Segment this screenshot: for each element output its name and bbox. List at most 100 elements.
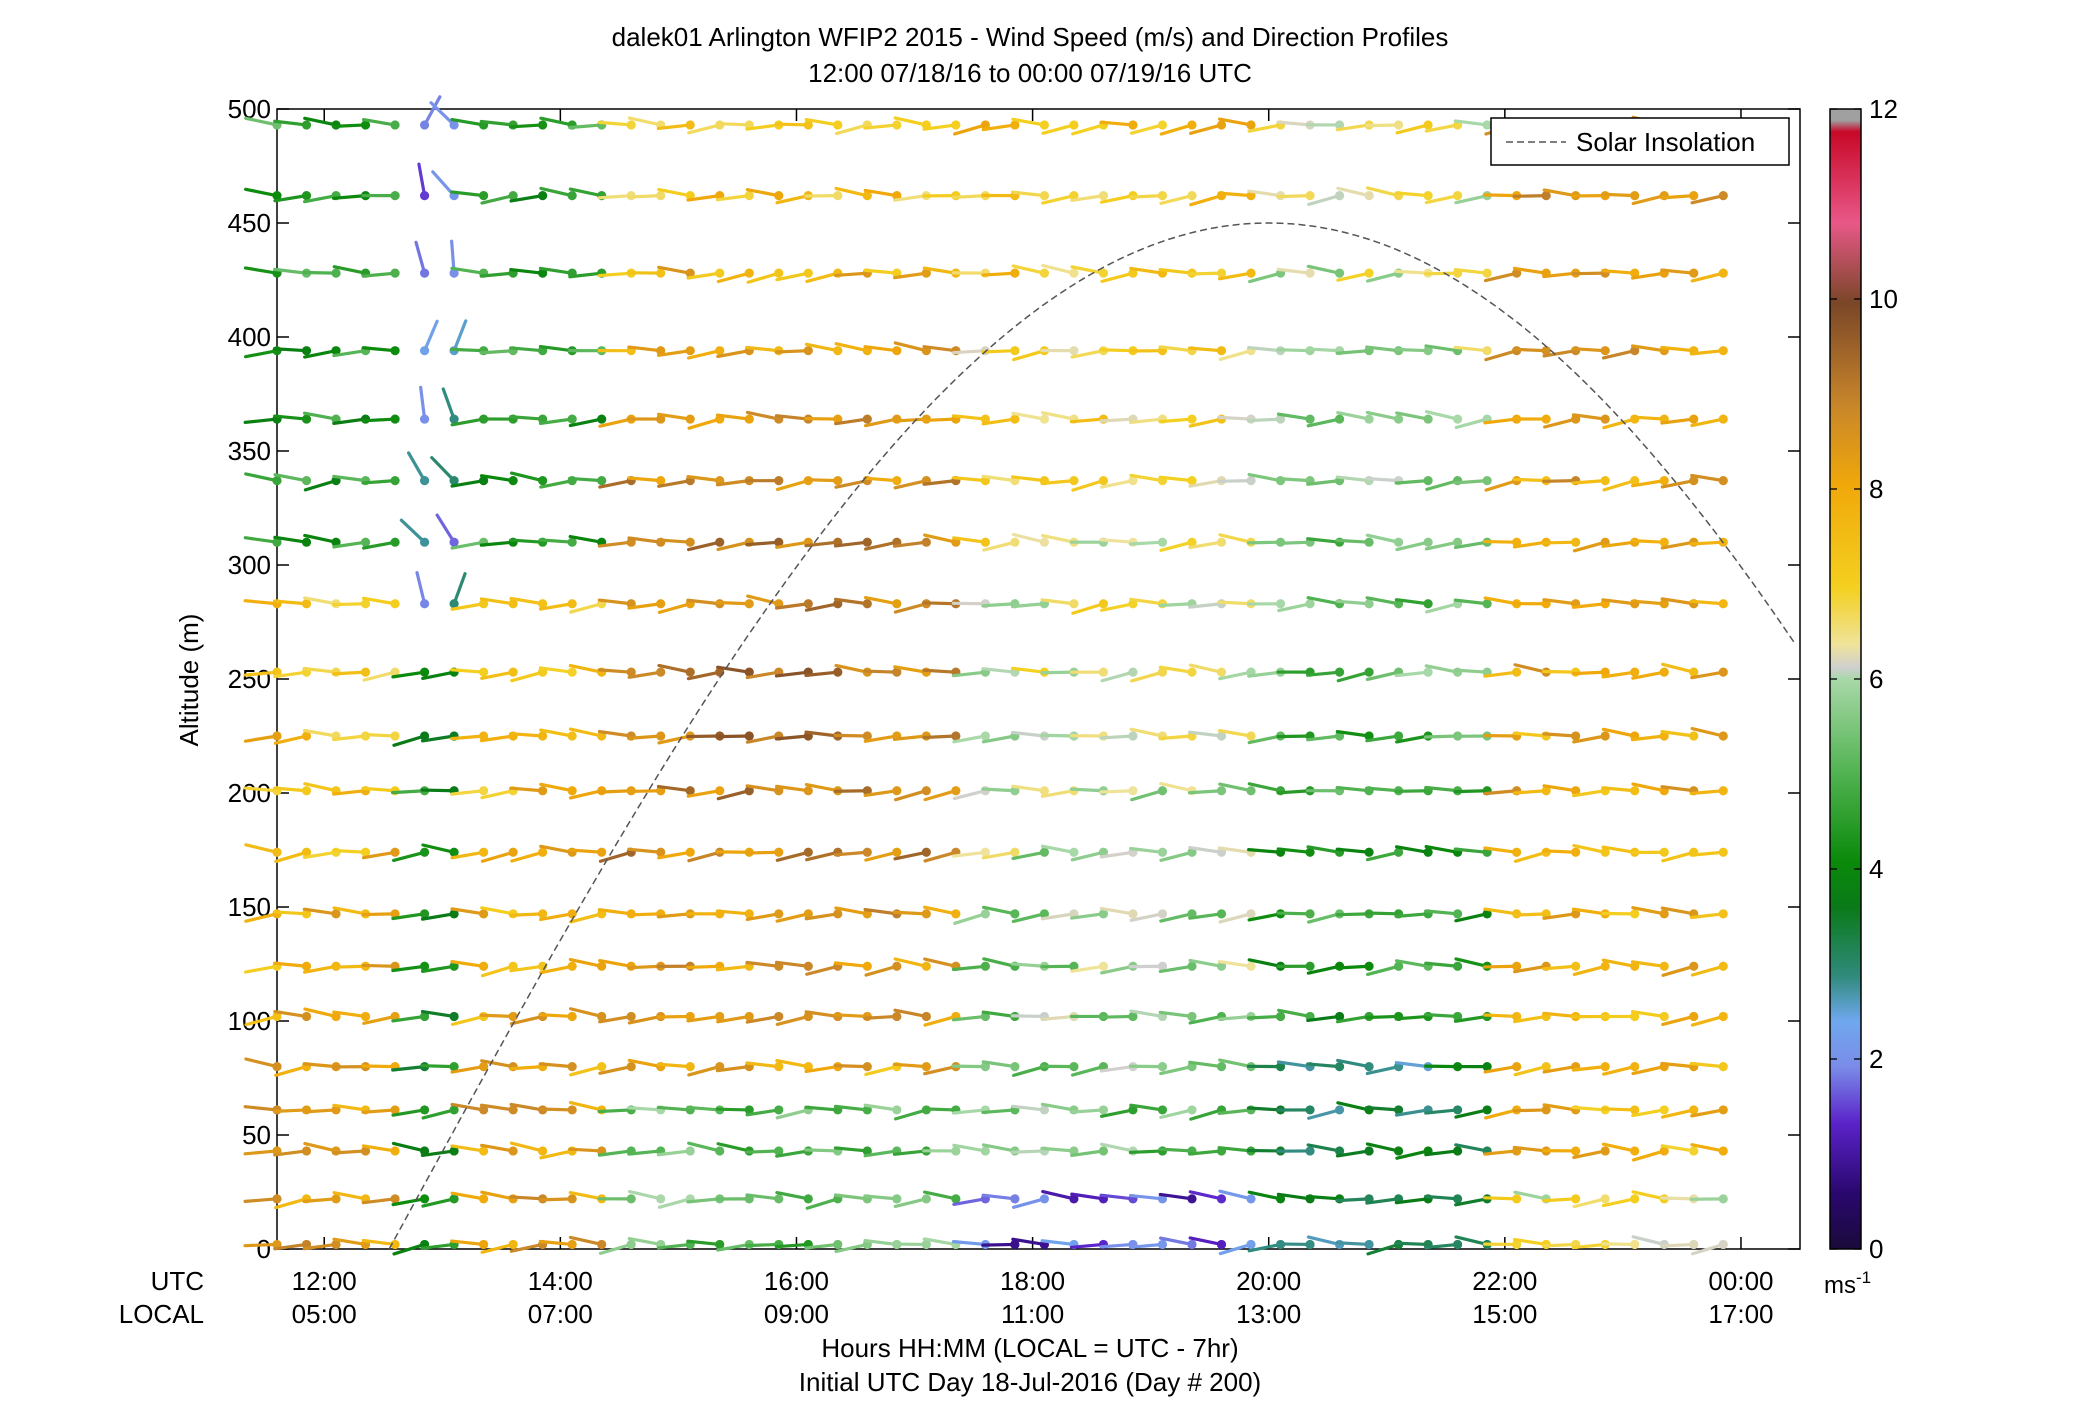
wind-barb-stem <box>863 476 899 483</box>
wind-barb-stem <box>331 123 368 128</box>
wind-barb-stem <box>716 665 751 674</box>
wind-barb-dot <box>1512 847 1522 857</box>
wind-barb-stem <box>452 319 468 353</box>
wind-barb-stem <box>1424 844 1460 854</box>
wind-barb-dot <box>685 414 695 424</box>
wind-barb-dot <box>656 667 666 677</box>
wind-barb-dot <box>479 909 489 919</box>
wind-barb-dot <box>597 414 607 424</box>
wind-barb-stem <box>597 120 633 127</box>
wind-barb-dot <box>1630 1011 1640 1022</box>
wind-barb-dot <box>1187 414 1197 424</box>
wind-barb-stem <box>1041 533 1076 544</box>
wind-barb-dot <box>803 1062 813 1072</box>
wind-barb-dot <box>390 537 400 547</box>
wind-barb-stem <box>656 912 692 919</box>
wind-barb-dot <box>1187 1105 1197 1115</box>
wind-barb-stem <box>1071 123 1106 136</box>
wind-barb-stem <box>1571 1242 1607 1250</box>
wind-barb-stem <box>804 1010 840 1019</box>
wind-barb-dot <box>1630 1105 1640 1115</box>
wind-barb-stem <box>627 116 663 127</box>
wind-barb-stem <box>686 271 722 280</box>
wind-barb-stem <box>1159 850 1194 862</box>
wind-barb-dot <box>774 909 784 919</box>
wind-barb-stem <box>479 597 515 606</box>
wind-barb-stem <box>1689 599 1725 606</box>
wind-barb-stem <box>1128 194 1165 199</box>
wind-barb-stem <box>391 1141 427 1153</box>
wind-barb-stem <box>775 271 810 282</box>
wind-barb-stem <box>1247 734 1283 745</box>
wind-barb-stem <box>774 784 810 793</box>
y-tick-label: 400 <box>228 322 271 352</box>
wind-barb-stem <box>952 850 987 858</box>
colorbar: 0 2 4 6 8 10 12 <box>1829 94 1898 1264</box>
wind-barb-dot <box>1216 268 1227 278</box>
wind-barb-dot <box>1364 268 1374 278</box>
wind-barb-stem <box>1513 1190 1548 1201</box>
wind-barb-stem <box>1454 1143 1489 1153</box>
wind-barb-stem <box>1424 1194 1460 1201</box>
wind-barb-stem <box>244 187 279 198</box>
wind-barb-stem <box>479 1103 515 1112</box>
wind-barb-stem <box>1336 1101 1371 1112</box>
wind-barb-stem <box>1099 1193 1135 1201</box>
wind-barb-stem <box>1424 194 1460 205</box>
x-tick-label-utc: 18:00 <box>1000 1266 1065 1296</box>
wind-barb-dot <box>1630 268 1640 278</box>
wind-barb-stem <box>686 349 722 360</box>
wind-barb-dot <box>744 731 754 741</box>
wind-barb-stem <box>450 1144 486 1153</box>
wind-barb-stem <box>1129 912 1165 922</box>
wind-barb-stem <box>863 1014 899 1020</box>
wind-barb-stem <box>1542 1197 1578 1203</box>
wind-barb-stem <box>1571 907 1607 916</box>
wind-barb-stem <box>510 850 545 863</box>
wind-barb-stem <box>627 602 663 610</box>
wind-barb-dot <box>1128 731 1138 741</box>
wind-barb-stem <box>1602 479 1637 492</box>
wind-barb-stem <box>1631 1149 1666 1162</box>
wind-barb-stem <box>981 734 1017 744</box>
wind-barb-stem <box>833 1146 869 1153</box>
wind-barb-stem <box>1483 846 1519 854</box>
wind-barb-stem <box>243 349 279 359</box>
wind-barb-stem <box>452 572 467 606</box>
wind-barb-stem <box>1483 1013 1519 1019</box>
wind-barb-dot <box>1305 268 1315 278</box>
wind-barb-stem <box>1631 1235 1666 1247</box>
wind-barb-dot <box>626 1011 636 1022</box>
wind-barb-stem <box>1099 1064 1135 1073</box>
wind-barb-dot <box>1039 1105 1050 1115</box>
wind-barb-stem <box>981 271 1017 277</box>
wind-barb-dot <box>1393 120 1404 130</box>
wind-barb-dot <box>538 268 548 278</box>
wind-barb-stem <box>716 1242 751 1252</box>
wind-barb-stem <box>597 789 633 794</box>
wind-barb-dot <box>1541 191 1551 201</box>
wind-barb-stem <box>1483 789 1519 796</box>
wind-barb-dot <box>1275 599 1286 609</box>
wind-barb-stem <box>657 479 692 488</box>
wind-barb-stem <box>272 910 309 916</box>
wind-barb-stem <box>422 319 439 353</box>
colorbar-tick-label: 12 <box>1869 94 1898 124</box>
wind-barb-stem <box>272 347 309 353</box>
wind-barb-dot <box>390 847 400 857</box>
wind-barb-stem <box>804 1105 840 1112</box>
wind-barb-stem <box>1306 1194 1342 1201</box>
wind-barb-dot <box>1393 537 1404 547</box>
wind-barb-stem <box>1130 789 1165 802</box>
wind-barb-dot <box>390 1105 400 1115</box>
wind-barb-stem <box>951 1014 987 1022</box>
wind-barb-stem <box>952 1197 987 1206</box>
wind-barb-dot <box>892 1105 902 1115</box>
wind-barb-stem <box>1660 345 1696 353</box>
wind-barb-stem <box>1306 734 1342 742</box>
wind-barb-stem <box>1218 1189 1253 1201</box>
wind-barb-dot <box>1069 599 1079 609</box>
wind-barb-stem <box>656 1242 692 1250</box>
wind-barb-stem <box>332 194 368 200</box>
wind-barb-dot <box>1630 1062 1640 1072</box>
